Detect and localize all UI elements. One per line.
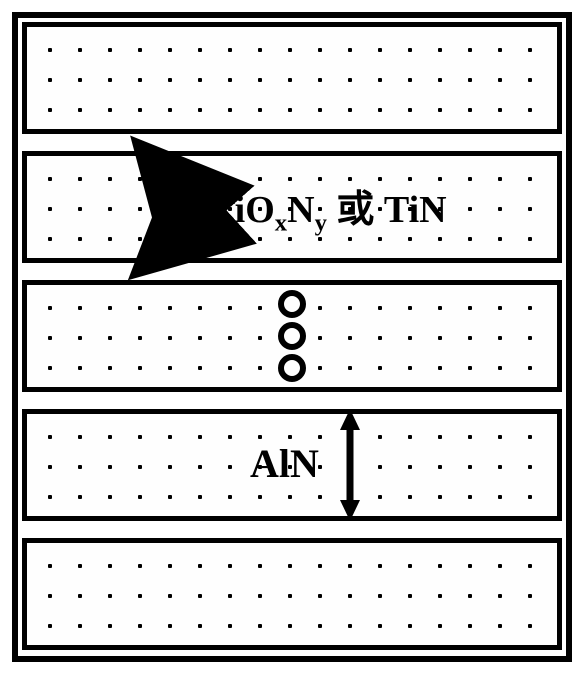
label-bottom: AlN <box>250 440 319 487</box>
layer-1 <box>22 22 562 134</box>
ellipsis-ring-2 <box>278 322 306 350</box>
label-top: TiOxNy 或 TiN <box>210 178 447 238</box>
ellipsis-ring-3 <box>278 354 306 382</box>
layer-5 <box>22 538 562 650</box>
ellipsis-ring-1 <box>278 290 306 318</box>
